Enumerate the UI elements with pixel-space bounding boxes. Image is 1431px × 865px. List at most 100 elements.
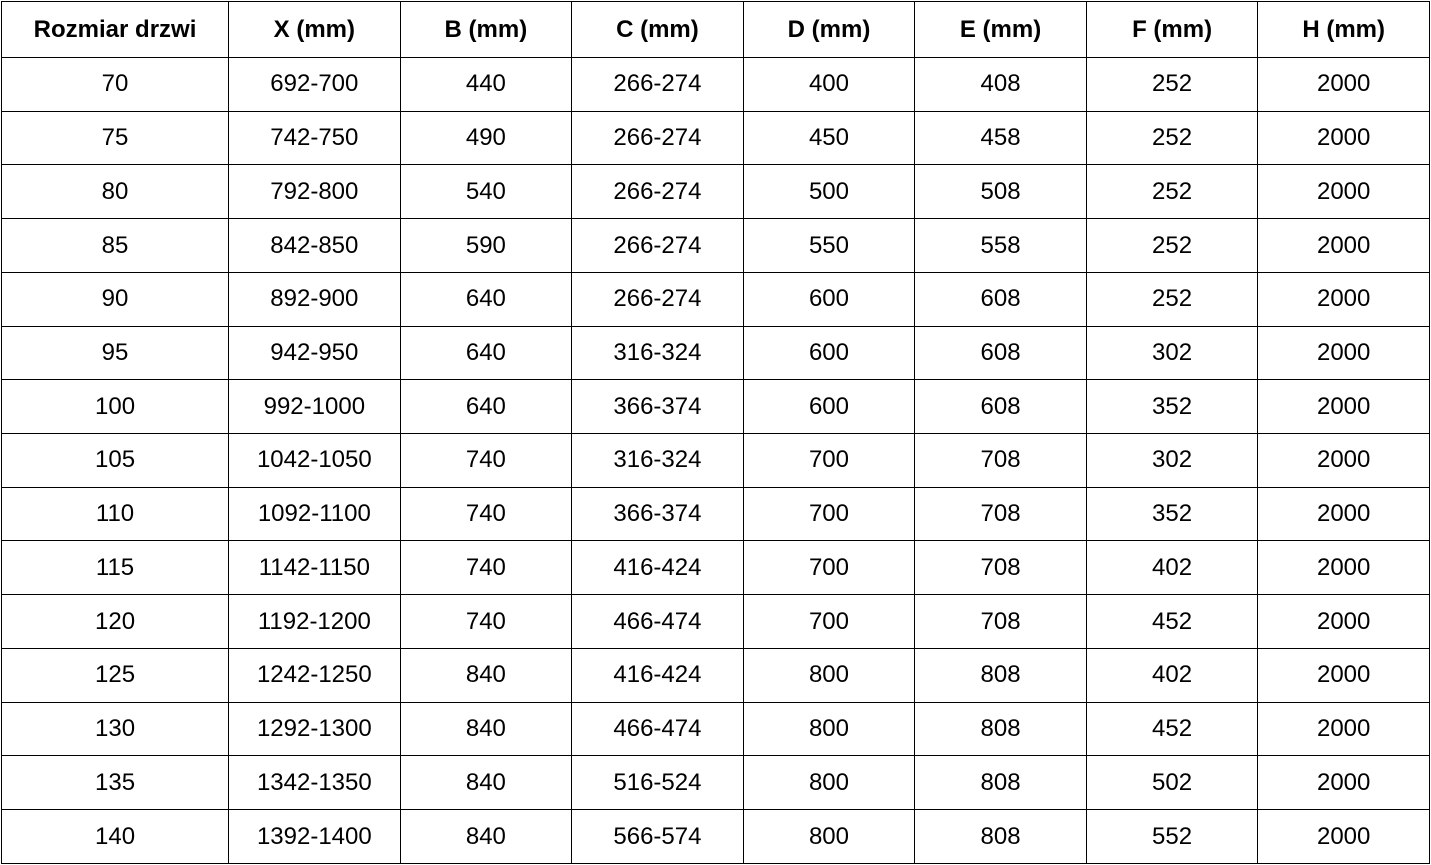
table-cell: 135 — [0, 755, 230, 811]
table-cell: 75 — [0, 110, 230, 166]
table-cell: 352 — [1085, 486, 1259, 542]
table-cell: 558 — [914, 218, 1087, 273]
table-cell: 516-524 — [571, 755, 744, 811]
table-cell: 640 — [399, 271, 573, 327]
table-cell: 140 — [0, 809, 230, 864]
table-cell: 95 — [0, 325, 230, 381]
table-cell: 125 — [0, 647, 230, 703]
table-cell: 842-850 — [228, 218, 401, 273]
table-cell: 252 — [1085, 218, 1259, 273]
table-cell: 115 — [0, 540, 230, 596]
table-cell: 700 — [742, 486, 916, 542]
table-cell: 550 — [742, 218, 916, 273]
table-cell: 600 — [742, 379, 916, 435]
table-cell: 740 — [399, 540, 573, 596]
table-cell: 708 — [914, 540, 1087, 596]
table-cell: 808 — [914, 701, 1087, 757]
table-cell: 2000 — [1257, 271, 1430, 327]
table-cell: 266-274 — [571, 110, 744, 166]
table-row: 125 1242-1250 840 416-424 800 808 402 2000 — [0, 647, 1430, 703]
table-row: 80 792-800 540 266-274 500 508 252 2000 — [0, 164, 1430, 220]
table-cell: 70 — [0, 57, 230, 112]
table-cell: 692-700 — [228, 57, 401, 112]
table-row: 115 1142-1150 740 416-424 700 708 402 2000 — [0, 540, 1430, 596]
table-cell: 2000 — [1257, 809, 1430, 864]
table-cell: 105 — [0, 433, 230, 488]
table-cell: 2000 — [1257, 486, 1430, 542]
table-row: 135 1342-1350 840 516-524 800 808 502 2000 — [0, 755, 1430, 811]
table-cell: 840 — [399, 755, 573, 811]
table-cell: 992-1000 — [228, 379, 401, 435]
table-cell: 316-324 — [571, 433, 744, 488]
table-cell: 458 — [914, 110, 1087, 166]
table-row: 105 1042-1050 740 316-324 700 708 302 2000 — [0, 433, 1430, 488]
column-header-f-mm: F (mm) — [1085, 1, 1259, 58]
table-cell: 1142-1150 — [228, 540, 401, 596]
table-cell: 2000 — [1257, 57, 1430, 112]
table-cell: 85 — [0, 218, 230, 273]
table-row: 110 1092-1100 740 366-374 700 708 352 2000 — [0, 486, 1430, 542]
table-cell: 402 — [1085, 647, 1259, 703]
table-cell: 800 — [742, 755, 916, 811]
table-row: 120 1192-1200 740 466-474 700 708 452 2000 — [0, 594, 1430, 649]
table-cell: 600 — [742, 271, 916, 327]
table-cell: 416-424 — [571, 540, 744, 596]
table-cell: 266-274 — [571, 271, 744, 327]
table-cell: 130 — [0, 701, 230, 757]
table-cell: 2000 — [1257, 755, 1430, 811]
table-cell: 840 — [399, 701, 573, 757]
table-cell: 742-750 — [228, 110, 401, 166]
column-header-h-mm: H (mm) — [1257, 1, 1430, 58]
table-cell: 352 — [1085, 379, 1259, 435]
table-body: 70 692-700 440 266-274 400 408 252 2000 75 742-75… — [0, 57, 1430, 864]
table-cell: 608 — [914, 325, 1087, 381]
column-header-b-mm: B (mm) — [399, 1, 573, 58]
table-cell: 2000 — [1257, 433, 1430, 488]
table-cell: 100 — [0, 379, 230, 435]
table-cell: 942-950 — [228, 325, 401, 381]
table-cell: 808 — [914, 647, 1087, 703]
table-cell: 2000 — [1257, 647, 1430, 703]
table-cell: 500 — [742, 164, 916, 220]
table-cell: 408 — [914, 57, 1087, 112]
table-cell: 700 — [742, 594, 916, 649]
table-cell: 120 — [0, 594, 230, 649]
table-cell: 608 — [914, 271, 1087, 327]
table-cell: 892-900 — [228, 271, 401, 327]
table-cell: 1242-1250 — [228, 647, 401, 703]
table-row: 100 992-1000 640 366-374 600 608 352 2000 — [0, 379, 1430, 435]
table-cell: 2000 — [1257, 594, 1430, 649]
table-cell: 508 — [914, 164, 1087, 220]
table-cell: 402 — [1085, 540, 1259, 596]
table-cell: 708 — [914, 594, 1087, 649]
table-cell: 452 — [1085, 594, 1259, 649]
table-cell: 266-274 — [571, 57, 744, 112]
table-cell: 800 — [742, 701, 916, 757]
column-header-e-mm: E (mm) — [914, 1, 1087, 58]
table-cell: 700 — [742, 540, 916, 596]
table-cell: 440 — [399, 57, 573, 112]
table-row: 75 742-750 490 266-274 450 458 252 2000 — [0, 110, 1430, 166]
table-cell: 792-800 — [228, 164, 401, 220]
table-cell: 2000 — [1257, 325, 1430, 381]
table-cell: 2000 — [1257, 540, 1430, 596]
table-cell: 608 — [914, 379, 1087, 435]
table-cell: 366-374 — [571, 379, 744, 435]
table-cell: 2000 — [1257, 110, 1430, 166]
table-cell: 800 — [742, 647, 916, 703]
table-cell: 90 — [0, 271, 230, 327]
table-cell: 708 — [914, 433, 1087, 488]
column-header-x-mm: X (mm) — [228, 1, 401, 58]
table-cell: 808 — [914, 755, 1087, 811]
table-cell: 416-424 — [571, 647, 744, 703]
table-cell: 2000 — [1257, 218, 1430, 273]
table-cell: 566-574 — [571, 809, 744, 864]
table-cell: 2000 — [1257, 164, 1430, 220]
table-cell: 252 — [1085, 271, 1259, 327]
column-header-d-mm: D (mm) — [742, 1, 916, 58]
table-cell: 302 — [1085, 433, 1259, 488]
table-cell: 1342-1350 — [228, 755, 401, 811]
table-cell: 540 — [399, 164, 573, 220]
table-row: 130 1292-1300 840 466-474 800 808 452 2000 — [0, 701, 1430, 757]
column-header-c-mm: C (mm) — [571, 1, 744, 58]
